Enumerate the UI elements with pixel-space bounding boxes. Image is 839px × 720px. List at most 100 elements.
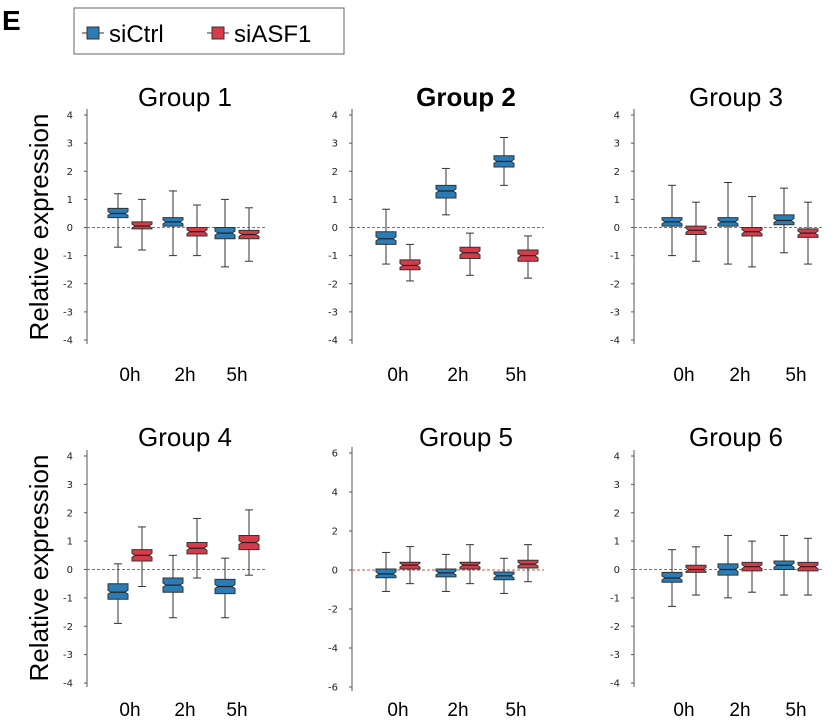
x-tick-label: 2h (447, 700, 468, 720)
y-tick-label: -2 (328, 279, 338, 290)
panel-group-4: Group 4 4 3 2 1 0 -1 -2 -3 -4 0h 2h 5h (63, 422, 265, 720)
y-tick-label: 1 (332, 195, 338, 206)
sictrl-box-0h (375, 208, 397, 265)
x-tick-label: 2h (174, 700, 195, 720)
siasf1-box-0h (685, 201, 707, 262)
y-tick-label: 3 (67, 480, 73, 491)
box-iqr (773, 214, 795, 226)
sictrl-box-2h (435, 167, 457, 216)
y-tick-label: -3 (63, 650, 73, 661)
siasf1-box-2h (459, 232, 481, 276)
y-tick-label: 1 (67, 195, 73, 206)
y-tick-label: -4 (328, 644, 338, 655)
y-tick-label: 2 (332, 167, 338, 178)
panel-title: Group 4 (138, 422, 232, 452)
panels: Group 1 4 3 2 1 0 -1 -2 -3 -4 0h 2h 5h Group 2 4 3 2 1 0 -1… (63, 82, 824, 720)
legend-label-siasf1: siASF1 (234, 21, 311, 48)
x-tick-label: 2h (729, 700, 750, 720)
siasf1-box-2h (186, 517, 208, 579)
y-tick-label: 3 (332, 139, 338, 150)
legend-swatch-sictrl (86, 26, 100, 40)
x-tick-label: 5h (505, 700, 526, 720)
sictrl-box-5h (214, 198, 236, 268)
y-tick-label: -4 (63, 679, 73, 690)
x-tick-label: 5h (505, 365, 526, 386)
y-tick-label: 4 (332, 111, 338, 122)
box-iqr (661, 571, 683, 583)
sictrl-box-5h (773, 534, 795, 596)
panel-group-6: Group 6 4 3 2 1 0 -1 -2 -3 -4 0h 2h 5h (610, 422, 824, 720)
y-tick-label: 1 (614, 537, 620, 548)
sictrl-box-0h (107, 193, 129, 248)
y-tick-label: -1 (63, 251, 73, 262)
panel-letter: E (2, 5, 21, 36)
y-tick-label: 3 (67, 139, 73, 150)
legend-key-sictrl (82, 26, 104, 40)
box-iqr (375, 231, 397, 245)
y-tick-label: 2 (332, 527, 338, 538)
y-tick-label: 1 (614, 195, 620, 206)
siasf1-box-5h (517, 235, 539, 279)
y-tick-label: 4 (614, 452, 620, 463)
panel-title: Group 1 (138, 82, 232, 112)
y-tick-label: -1 (610, 593, 620, 604)
y-tick-label: 0 (614, 565, 620, 576)
y-tick-label: -4 (63, 336, 73, 347)
y-tick-label: 6 (332, 449, 338, 460)
siasf1-box-2h (741, 540, 763, 593)
y-axis-label-row1: Relative expression (24, 114, 54, 341)
panel-title: Group 6 (689, 422, 783, 452)
y-tick-label: 3 (614, 139, 620, 150)
y-tick-label: -1 (63, 593, 73, 604)
y-tick-label: 4 (67, 111, 73, 122)
y-tick-label: -2 (63, 622, 73, 633)
y-tick-label: -1 (328, 251, 338, 262)
box-iqr (107, 583, 129, 600)
y-tick-label: -6 (328, 683, 338, 694)
panel-title: Group 5 (419, 422, 513, 452)
sictrl-box-2h (435, 553, 457, 592)
y-tick-label: 4 (67, 452, 73, 463)
legend-frame (73, 7, 345, 55)
x-tick-label: 0h (387, 700, 408, 720)
x-tick-label: 5h (785, 700, 806, 720)
legend-label-sictrl: siCtrl (109, 21, 164, 48)
y-tick-label: 0 (67, 223, 73, 234)
legend-swatch-siasf1 (211, 26, 225, 40)
panel-group-2: Group 2 4 3 2 1 0 -1 -2 -3 -4 0h 2h 5h (328, 82, 544, 386)
panel-group-3: Group 3 4 3 2 1 0 -1 -2 -3 -4 0h 2h 5h (610, 82, 824, 386)
y-tick-label: 3 (614, 480, 620, 491)
sictrl-box-5h (773, 187, 795, 254)
y-tick-label: 4 (614, 111, 620, 122)
siasf1-box-2h (186, 204, 208, 257)
y-tick-label: -3 (328, 307, 338, 318)
y-tick-label: -2 (610, 279, 620, 290)
y-axis-label-row2: Relative expression (24, 455, 54, 682)
siasf1-box-5h (797, 537, 819, 596)
x-tick-label: 2h (729, 365, 750, 386)
x-tick-label: 5h (785, 365, 806, 386)
y-tick-label: 2 (614, 508, 620, 519)
x-tick-label: 2h (174, 365, 195, 386)
siasf1-box-5h (517, 544, 539, 583)
siasf1-box-0h (131, 526, 153, 588)
sictrl-box-0h (375, 551, 397, 592)
y-tick-label: -3 (610, 650, 620, 661)
siasf1-box-5h (238, 207, 260, 262)
y-tick-label: 0 (614, 223, 620, 234)
siasf1-box-2h (459, 544, 481, 585)
siasf1-box-0h (685, 546, 707, 596)
y-tick-label: 2 (67, 167, 73, 178)
sictrl-box-2h (162, 554, 184, 619)
y-tick-label: -2 (328, 605, 338, 616)
y-tick-label: -4 (610, 336, 620, 347)
y-tick-label: 4 (332, 488, 338, 499)
siasf1-box-5h (238, 509, 260, 576)
panel-title: Group 2 (416, 82, 516, 112)
panel-title: Group 3 (689, 82, 783, 112)
x-tick-label: 2h (447, 365, 468, 386)
siasf1-box-0h (399, 546, 421, 585)
sictrl-box-2h (717, 182, 739, 265)
y-tick-label: -1 (610, 251, 620, 262)
